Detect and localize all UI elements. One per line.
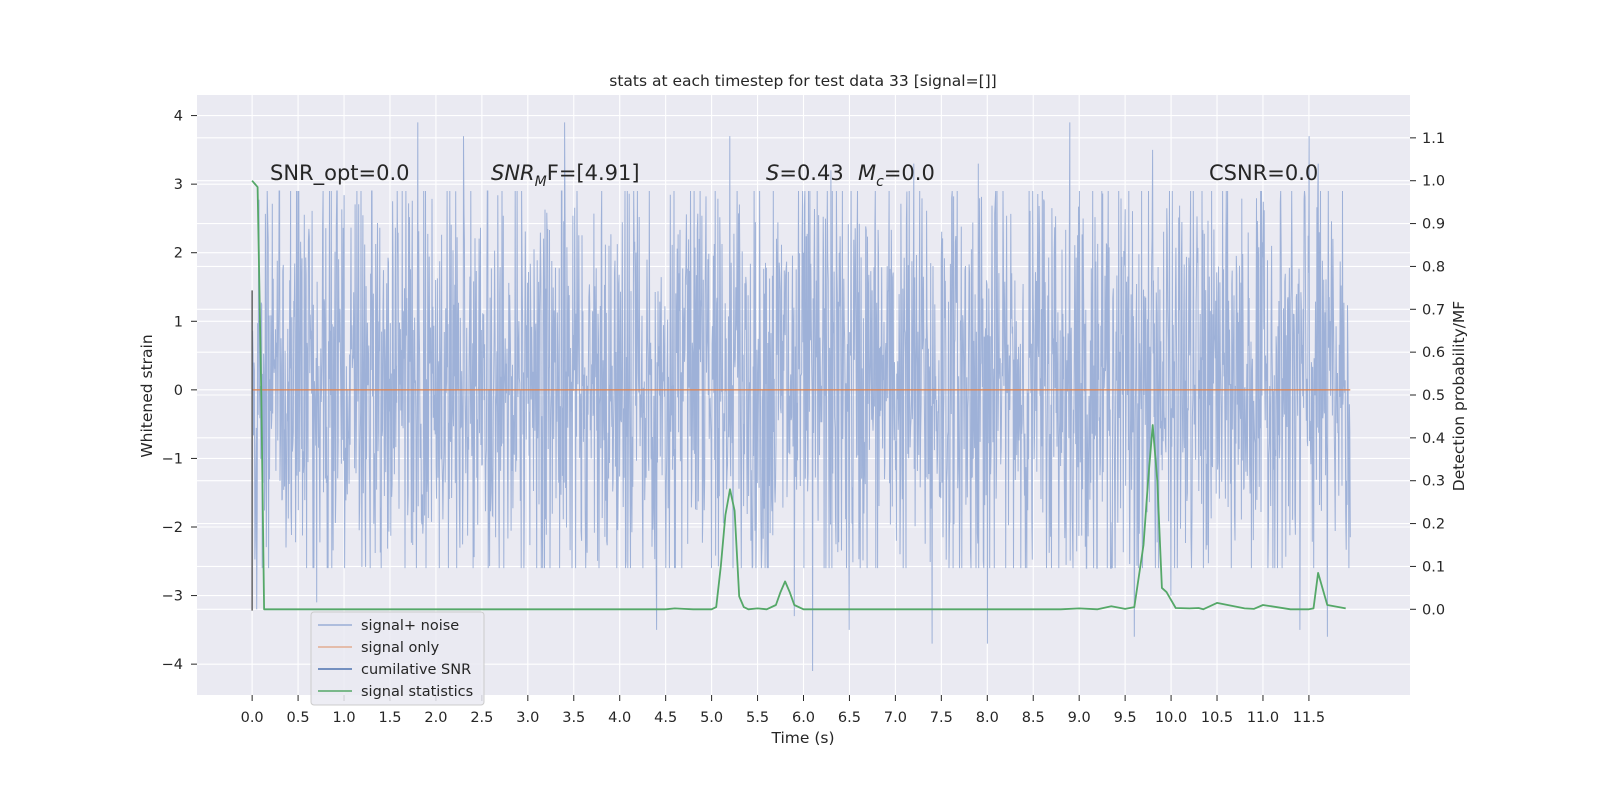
legend-label-signal-only: signal only <box>361 640 440 656</box>
annotation-snr-opt: SNR_opt=0.0 <box>270 161 410 186</box>
annotation-csnr: CSNR=0.0 <box>1209 161 1318 185</box>
y-axis-left-ticks: 4 3 2 1 0 −1 −2 −3 −4 <box>162 109 197 673</box>
chart-title: stats at each timestep for test data 33 … <box>609 72 996 90</box>
y-right-tick-label: 0.5 <box>1422 388 1445 404</box>
y-axis-right-label: Detection probability/MF <box>1450 301 1468 492</box>
x-tick-label: 0.0 <box>241 710 264 726</box>
y-right-tick-label: 1.0 <box>1422 174 1445 190</box>
y-right-tick-label: 0.7 <box>1422 302 1445 318</box>
y-left-tick-label: 1 <box>174 314 183 330</box>
x-axis-label: Time (s) <box>770 729 834 747</box>
legend-box <box>310 611 485 706</box>
x-tick-label: 4.5 <box>654 710 677 726</box>
y-right-tick-label: 0.3 <box>1422 474 1445 490</box>
x-tick-label: 7.5 <box>930 710 953 726</box>
x-tick-label: 8.5 <box>1022 710 1045 726</box>
x-axis-ticks: 0.0 0.5 1.0 1.5 2.0 2.5 3.0 3.5 4.0 4.5 5.0 5.5 6.0 6… <box>241 695 1325 726</box>
x-tick-label: 9.5 <box>1114 710 1137 726</box>
annotation-s: S=0.43 <box>766 161 844 185</box>
annotation-mc: Mc=0.0 <box>858 161 935 190</box>
x-tick-label: 5.0 <box>700 710 723 726</box>
line-series <box>251 180 1351 611</box>
y-right-tick-label: 0.4 <box>1422 431 1445 447</box>
x-tick-label: 3.5 <box>562 710 585 726</box>
y-axis-left-label: Whitened strain <box>138 334 156 457</box>
x-tick-label: 8.0 <box>976 710 999 726</box>
x-tick-label: 3.0 <box>516 710 539 726</box>
x-tick-label: 10.0 <box>1155 710 1187 726</box>
x-tick-label: 1.0 <box>332 710 355 726</box>
y-right-tick-label: 0.1 <box>1422 559 1445 575</box>
y-right-tick-label: 0.6 <box>1422 345 1445 361</box>
y-left-tick-label: 0 <box>174 383 183 399</box>
y-left-tick-label: −3 <box>162 589 183 605</box>
signal-noise-line <box>251 122 1351 672</box>
x-tick-label: 6.5 <box>838 710 861 726</box>
x-tick-label: 9.0 <box>1068 710 1091 726</box>
x-tick-label: 6.0 <box>792 710 815 726</box>
legend-label-cumulative-snr: cumilative SNR <box>361 662 471 678</box>
x-tick-label: 11.5 <box>1293 710 1325 726</box>
signal-noise-series <box>251 122 1351 672</box>
y-left-tick-label: −4 <box>162 657 183 673</box>
y-right-tick-label: 0.8 <box>1422 259 1445 275</box>
x-tick-label: 2.5 <box>470 710 493 726</box>
annotation-snr-mf: SNRMF=[4.91] <box>491 161 640 190</box>
x-tick-label: 5.5 <box>746 710 769 726</box>
y-axis-right-ticks: 1.1 1.0 0.9 0.8 0.7 0.6 0.5 0.4 0.3 0.2 0.1 0.0 <box>1410 131 1445 618</box>
legend-label-signal-noise: signal+ noise <box>361 618 459 634</box>
y-left-tick-label: −2 <box>162 520 183 536</box>
y-left-tick-label: 3 <box>174 177 183 193</box>
x-tick-label: 10.5 <box>1201 710 1233 726</box>
y-right-tick-label: 0.0 <box>1422 602 1445 618</box>
legend: signal+ noise signal only cumilative SNR… <box>310 611 485 706</box>
y-left-tick-label: 4 <box>174 109 183 125</box>
x-tick-label: 7.0 <box>884 710 907 726</box>
x-tick-label: 2.0 <box>424 710 447 726</box>
x-tick-label: 4.0 <box>608 710 631 726</box>
x-tick-label: 1.5 <box>378 710 401 726</box>
y-right-tick-label: 0.2 <box>1422 517 1445 533</box>
x-tick-label: 11.0 <box>1247 710 1279 726</box>
legend-label-signal-statistics: signal statistics <box>361 684 473 700</box>
x-tick-label: 0.5 <box>287 710 310 726</box>
y-left-tick-label: 2 <box>174 246 183 262</box>
y-right-tick-label: 0.9 <box>1422 217 1445 233</box>
y-left-tick-label: −1 <box>162 451 183 467</box>
y-right-tick-label: 1.1 <box>1422 131 1445 147</box>
signal-statistics-line <box>251 180 1346 611</box>
